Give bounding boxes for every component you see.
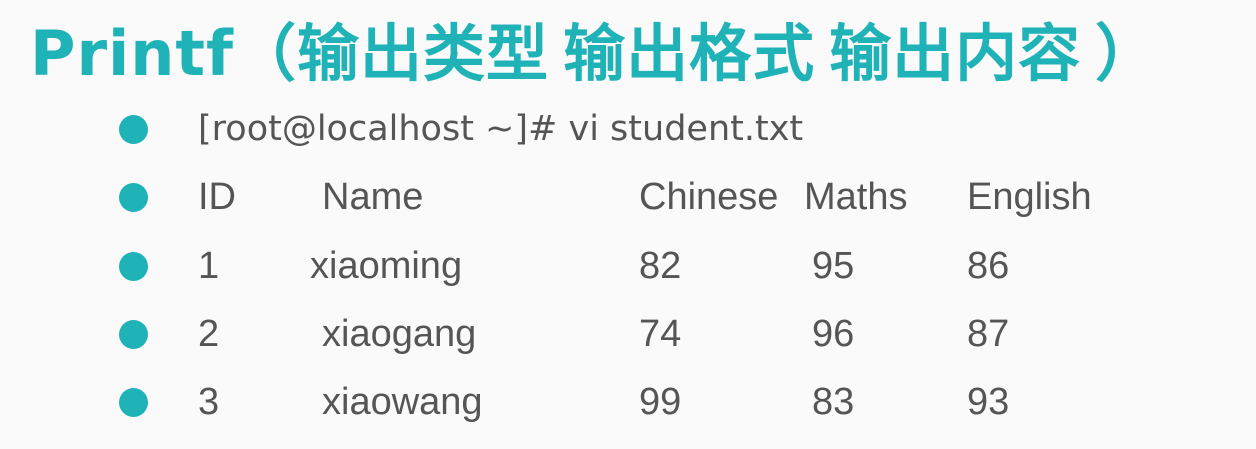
cell-id: 3	[198, 381, 220, 423]
header-maths: Maths	[804, 176, 908, 218]
cell-english: 86	[967, 245, 1010, 287]
header-english: English	[967, 176, 1092, 218]
header-chinese: Chinese	[639, 176, 779, 218]
cell-chinese: 99	[639, 381, 682, 423]
cell-name: xiaoming	[310, 245, 463, 287]
title-prefix: Printf	[30, 17, 235, 90]
header-name: Name	[322, 176, 424, 218]
cell-english: 87	[967, 313, 1010, 355]
cell-id: 2	[198, 313, 220, 355]
table-row: 3 xiaowang 99 83 93	[0, 372, 1256, 432]
list-item-command: [root@localhost ~]# vi student.txt	[0, 99, 1256, 159]
table-header-row: ID Name Chinese Maths English	[0, 167, 1256, 227]
title-part-format: 输出格式	[563, 17, 816, 90]
table-row: 2 xiaogang 74 96 87	[0, 304, 1256, 364]
cell-maths: 96	[812, 313, 855, 355]
cell-chinese: 82	[639, 245, 682, 287]
slide-title: Printf（输出类型 输出格式 输出内容）	[30, 14, 1158, 94]
title-open-paren: （	[234, 17, 298, 90]
header-id: ID	[198, 176, 236, 218]
cell-name: xiaowang	[322, 381, 483, 423]
title-part-type: 输出类型	[297, 17, 550, 90]
title-part-content: 输出内容	[829, 17, 1082, 90]
bullet-dot-icon	[119, 320, 148, 349]
cell-name: xiaogang	[322, 313, 477, 355]
cell-maths: 95	[812, 245, 855, 287]
command-text: [root@localhost ~]# vi student.txt	[198, 109, 804, 149]
title-close-paren: ）	[1095, 17, 1159, 90]
bullet-dot-icon	[119, 388, 148, 417]
bullet-dot-icon	[119, 115, 148, 144]
table-row: 1 xiaoming 82 95 86	[0, 236, 1256, 296]
bullet-dot-icon	[119, 252, 148, 281]
cell-id: 1	[198, 245, 220, 287]
bullet-dot-icon	[119, 183, 148, 212]
cell-chinese: 74	[639, 313, 682, 355]
cell-maths: 83	[812, 381, 855, 423]
cell-english: 93	[967, 381, 1010, 423]
